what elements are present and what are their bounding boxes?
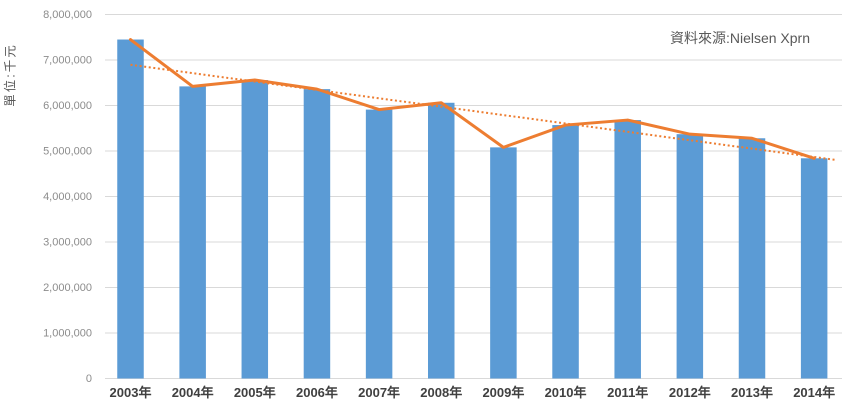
bar — [490, 147, 517, 379]
y-tick-label: 1,000,000 — [43, 328, 92, 340]
x-tick-label: 2013年 — [731, 385, 773, 400]
bar — [614, 120, 641, 379]
bar — [738, 138, 766, 379]
bar — [552, 125, 579, 379]
x-tick-label: 2006年 — [296, 385, 338, 400]
bar — [800, 158, 828, 379]
x-tick-label: 2003年 — [110, 385, 152, 400]
x-tick-label: 2008年 — [420, 385, 462, 400]
x-tick-label: 2011年 — [607, 385, 648, 400]
bar — [676, 134, 704, 379]
y-tick-label: 3,000,000 — [43, 237, 92, 249]
y-tick-label: 5,000,000 — [43, 146, 92, 158]
x-tick-label: 2012年 — [669, 385, 711, 400]
y-tick-label: 4,000,000 — [43, 191, 92, 203]
x-tick-label: 2005年 — [234, 385, 276, 400]
x-tick-label: 2009年 — [482, 385, 524, 400]
y-axis-title: 單位:千元 — [3, 43, 18, 107]
y-tick-label: 8,000,000 — [43, 9, 92, 21]
source-annotation: 資料來源:Nielsen Xprn — [669, 30, 810, 46]
x-tick-label: 2007年 — [358, 385, 400, 400]
trendline — [130, 63, 837, 161]
y-tick-label: 2,000,000 — [43, 282, 92, 294]
y-tick-label: 7,000,000 — [43, 55, 92, 67]
y-tick-label: 6,000,000 — [43, 100, 92, 112]
bar — [241, 80, 269, 379]
bar — [365, 109, 393, 379]
x-tick-label: 2014年 — [793, 385, 835, 400]
x-tick-label: 2004年 — [172, 385, 214, 400]
bar — [179, 86, 206, 379]
bar — [117, 39, 144, 379]
y-tick-label: 0 — [86, 373, 92, 385]
line-series — [129, 38, 816, 160]
bar — [303, 89, 331, 379]
bar — [428, 102, 455, 379]
x-tick-label: 2010年 — [545, 385, 587, 400]
